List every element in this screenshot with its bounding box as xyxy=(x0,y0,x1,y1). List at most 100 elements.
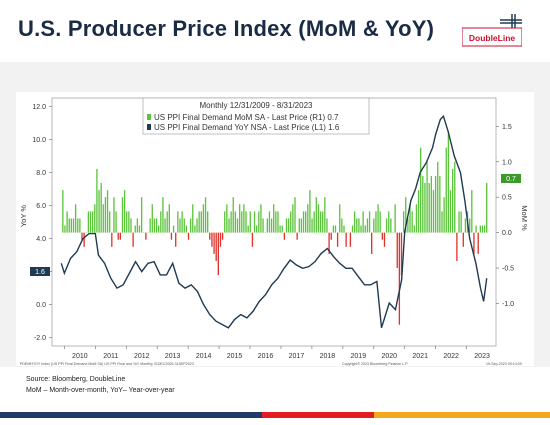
mom-bar xyxy=(119,232,121,240)
mom-bar xyxy=(462,232,464,247)
mom-bar xyxy=(87,211,90,233)
x-tick-label: 2023 xyxy=(474,353,490,360)
mom-bar xyxy=(477,232,479,254)
last-mom-tag: 0.7 xyxy=(501,174,521,183)
right-tick-label: -1.0 xyxy=(502,301,514,308)
left-axis-label: YoY % xyxy=(19,205,28,227)
mom-bar xyxy=(373,218,375,233)
mom-bar xyxy=(324,197,326,233)
mom-bar xyxy=(158,225,160,233)
right-tick-label: 0.0 xyxy=(502,230,512,237)
mom-bar xyxy=(368,211,371,233)
mom-bar xyxy=(285,218,288,233)
legend-yoy-label: US PPI Final Demand YoY NSA - Last Price… xyxy=(154,123,340,132)
mom-bar xyxy=(266,218,268,233)
mom-bar xyxy=(138,225,141,233)
mom-bar xyxy=(479,225,481,233)
mom-bar xyxy=(104,197,107,233)
x-tick-label: 2015 xyxy=(227,353,243,360)
page-title: U.S. Producer Price Index (MoM & YoY) xyxy=(18,16,435,41)
logo-text: DoubleLine xyxy=(468,33,516,43)
mom-bar xyxy=(228,218,230,233)
mom-bar xyxy=(343,225,345,233)
mom-bar xyxy=(330,232,332,240)
right-axis: -1.0 -0.5 0.0 0.5 1.0 1.5 xyxy=(496,124,514,308)
yoy-line xyxy=(60,114,488,329)
mom-bar xyxy=(136,218,139,233)
mom-bar xyxy=(411,211,413,233)
mom-bar xyxy=(311,218,313,233)
mom-bar xyxy=(334,225,337,233)
footer-bar-red xyxy=(262,412,374,418)
abbreviation-note: MoM – Month-over-month, YoY– Year-over-y… xyxy=(26,387,175,394)
chart-frame xyxy=(16,92,534,366)
mom-bar xyxy=(360,225,362,233)
mom-bar xyxy=(247,225,249,233)
mom-bar xyxy=(394,204,396,233)
mom-bar xyxy=(249,211,251,233)
mom-bar xyxy=(211,232,213,247)
fine-print-mid: Copyright© 2023 Bloomberg Finance L.P. xyxy=(342,362,408,366)
x-tick-label: 2017 xyxy=(289,353,305,360)
mom-bar xyxy=(100,183,102,233)
mom-bar xyxy=(149,218,151,233)
mom-bar xyxy=(486,183,488,233)
doubleline-logo: DoubleLine xyxy=(461,14,523,48)
mom-bar xyxy=(328,232,330,254)
mom-bar xyxy=(273,204,275,233)
mom-bar xyxy=(409,204,411,233)
mom-bar xyxy=(160,211,162,233)
mom-bar xyxy=(198,211,200,233)
mom-bar xyxy=(426,161,428,233)
right-tick-label: 1.5 xyxy=(502,124,512,131)
mom-bar xyxy=(349,232,352,247)
mom-bar xyxy=(204,197,207,233)
mom-bars xyxy=(62,133,488,325)
mom-bar xyxy=(309,190,311,233)
mom-bar xyxy=(432,190,435,233)
mom-bar xyxy=(219,232,222,247)
mom-bar xyxy=(469,218,471,233)
mom-bar xyxy=(232,197,234,233)
footer-bar-navy xyxy=(0,412,262,418)
mom-bar xyxy=(241,211,243,233)
mom-bar xyxy=(94,204,96,233)
mom-bar xyxy=(385,218,388,233)
left-axis: -2.00.02.04.06.08.010.012.0 xyxy=(32,104,52,342)
mom-bar xyxy=(454,161,456,233)
mom-bar xyxy=(268,211,271,233)
mom-bar xyxy=(230,211,232,233)
mom-bar xyxy=(398,232,401,325)
mom-bar xyxy=(277,211,279,233)
mom-bar xyxy=(121,197,124,233)
mom-bar xyxy=(81,232,83,240)
mom-bar xyxy=(115,211,117,233)
mom-bar xyxy=(221,232,224,240)
mom-bar xyxy=(187,232,190,240)
right-tick-label: 0.5 xyxy=(502,195,512,202)
mom-bar xyxy=(153,218,156,233)
mom-bar xyxy=(151,204,153,233)
mom-bar xyxy=(89,211,92,233)
mom-bar xyxy=(428,183,430,233)
mom-bar xyxy=(243,204,245,233)
mom-bar xyxy=(62,190,64,233)
mom-bar xyxy=(194,225,196,233)
right-tick-label: -0.5 xyxy=(502,266,514,273)
x-tick-label: 2021 xyxy=(412,353,428,360)
mom-bar xyxy=(64,225,66,233)
mom-bar xyxy=(307,204,309,233)
x-axis: 2010 2011 2012 2013 2014 2015 2016 2017 2018 2019… xyxy=(64,346,490,360)
mom-bar xyxy=(375,211,377,233)
mom-bar xyxy=(236,218,239,233)
legend-heading: Monthly 12/31/2009 - 8/31/2023 xyxy=(200,101,314,110)
mom-bar xyxy=(72,218,75,233)
mom-bar xyxy=(422,175,424,233)
mom-bar xyxy=(207,211,209,233)
mom-bar xyxy=(447,133,450,233)
left-tick-label: 6.0 xyxy=(36,203,46,210)
x-tick-label: 2018 xyxy=(320,353,336,360)
mom-bar xyxy=(279,225,281,233)
mom-bar xyxy=(253,211,256,233)
mom-bar xyxy=(162,197,164,233)
